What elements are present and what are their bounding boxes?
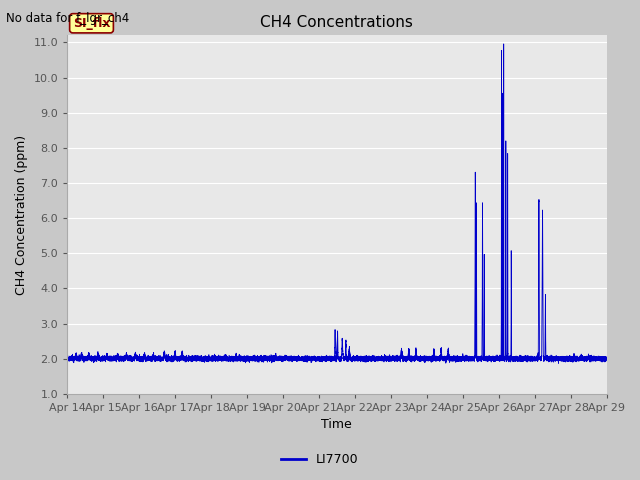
Legend: LI7700: LI7700 bbox=[276, 448, 364, 471]
Y-axis label: CH4 Concentration (ppm): CH4 Concentration (ppm) bbox=[15, 134, 28, 295]
X-axis label: Time: Time bbox=[321, 419, 352, 432]
Title: CH4 Concentrations: CH4 Concentrations bbox=[260, 15, 413, 30]
Text: SI_flx: SI_flx bbox=[73, 17, 110, 30]
Text: No data for f_lgr_ch4: No data for f_lgr_ch4 bbox=[6, 12, 130, 25]
